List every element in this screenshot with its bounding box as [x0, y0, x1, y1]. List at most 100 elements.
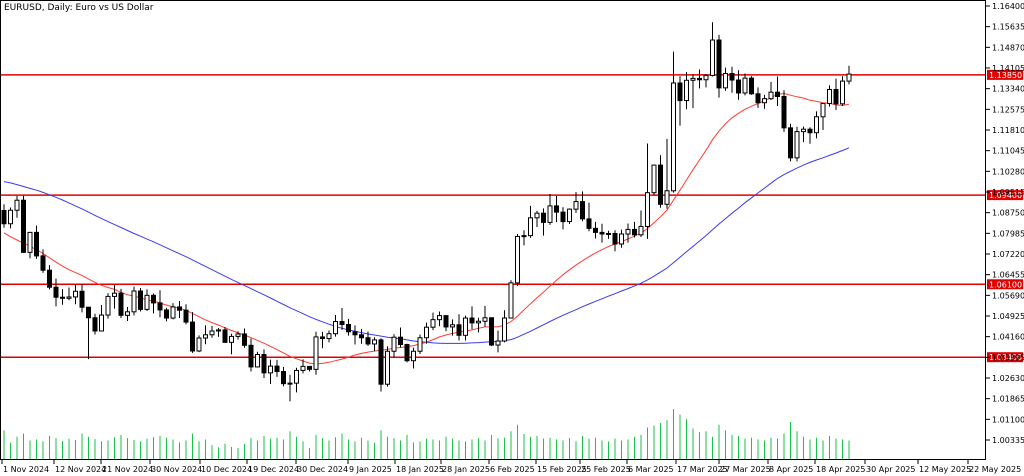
level-badge — [987, 69, 1023, 80]
candle — [60, 289, 65, 305]
candle — [697, 69, 702, 89]
candle — [794, 126, 800, 162]
candle-body — [196, 337, 202, 352]
candle — [209, 325, 215, 338]
candle-body — [469, 317, 475, 324]
candle — [294, 367, 299, 393]
candle — [151, 293, 156, 314]
candle-body — [352, 331, 358, 336]
candle-body — [463, 317, 468, 336]
candle-body — [8, 209, 13, 225]
candle — [424, 322, 429, 344]
candle-body — [671, 82, 676, 192]
candle-body — [235, 333, 241, 337]
candle — [599, 223, 605, 243]
y-tick-label: 1.04925 — [992, 312, 1024, 321]
y-tick-label: 1.10280 — [992, 167, 1024, 176]
candle — [14, 195, 20, 218]
y-tick-label: 1.01865 — [992, 395, 1024, 404]
candle — [651, 164, 657, 196]
candle-body — [547, 205, 553, 223]
candle-body — [476, 320, 481, 324]
candle-body — [229, 335, 234, 343]
candle — [255, 351, 260, 368]
candle — [521, 230, 527, 246]
candle — [489, 317, 494, 347]
x-tick-label: 18 Apr 2025 — [816, 465, 865, 474]
candle — [723, 67, 728, 91]
candle — [21, 195, 26, 253]
candle — [729, 66, 735, 93]
candle-body — [183, 309, 189, 323]
candle-body — [157, 302, 163, 311]
level-badge — [987, 279, 1023, 290]
x-tick-label: 9 Jan 2025 — [349, 465, 392, 474]
candle-body — [619, 233, 624, 245]
candle-body — [534, 212, 540, 219]
candle — [814, 111, 819, 139]
x-tick-label: 30 Dec 2024 — [297, 465, 348, 474]
candle-body — [313, 336, 319, 370]
candle — [846, 65, 852, 85]
candle-body — [554, 205, 559, 213]
x-tick-label: 8 Apr 2025 — [769, 465, 813, 474]
candle — [105, 293, 111, 319]
candle — [138, 288, 143, 312]
candle-body — [697, 77, 702, 81]
candle-body — [164, 309, 169, 319]
level-label: 1.13850 — [989, 71, 1022, 80]
candle — [378, 338, 384, 392]
candle — [300, 359, 306, 374]
candle — [625, 223, 631, 243]
candle — [632, 221, 637, 238]
candle — [118, 288, 124, 319]
candle — [502, 310, 507, 343]
candle-body — [1, 210, 7, 225]
candle — [313, 331, 319, 375]
candle — [567, 208, 572, 225]
y-tick-label: 1.00335 — [992, 436, 1024, 445]
candle — [801, 126, 806, 143]
plot-frame — [0, 0, 986, 460]
y-tick-label: 1.03395 — [992, 353, 1024, 362]
candle — [495, 330, 501, 353]
candle-body — [307, 365, 312, 370]
candle — [443, 315, 449, 332]
candle-body — [814, 116, 819, 134]
candle — [131, 286, 137, 316]
candle-body — [326, 333, 332, 340]
candle-body — [664, 190, 670, 205]
candle — [833, 78, 839, 111]
candle — [560, 207, 566, 230]
candle-body — [21, 199, 26, 253]
candle — [710, 22, 715, 77]
candle — [268, 359, 273, 384]
candle-body — [34, 231, 39, 257]
candle-body — [372, 339, 377, 345]
candle-body — [190, 321, 195, 352]
candle-body — [658, 164, 663, 205]
candle-body — [645, 192, 650, 227]
candle-body — [209, 330, 215, 336]
candle-body — [170, 306, 176, 319]
candle — [99, 305, 104, 332]
candle — [248, 338, 254, 372]
candle-body — [411, 350, 416, 362]
candle — [125, 306, 130, 321]
candle-body — [703, 74, 709, 81]
candle-body — [755, 93, 761, 104]
candle — [456, 314, 462, 341]
horizontal-levels[interactable]: 1.13850 1.09400 1.06100 1.03400 — [0, 69, 1023, 363]
candle — [27, 231, 33, 259]
candle-body — [677, 82, 683, 102]
candle — [534, 210, 540, 227]
candle-body — [781, 96, 787, 129]
y-tick-label: 1.11045 — [992, 147, 1024, 156]
candle — [40, 249, 46, 273]
candle — [671, 51, 676, 193]
candle — [235, 331, 241, 340]
